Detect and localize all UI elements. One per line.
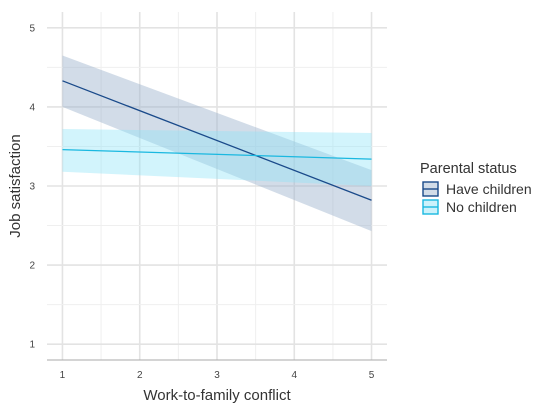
x-tick-label: 1 xyxy=(60,370,66,381)
x-tick-label: 4 xyxy=(291,370,297,381)
x-tick-label: 3 xyxy=(214,370,220,381)
confidence-bands xyxy=(62,55,372,232)
series-line-have-children xyxy=(62,80,372,201)
legend: Parental status Have children No children xyxy=(420,161,532,215)
x-axis-title: Work-to-family conflict xyxy=(143,387,291,404)
legend-title: Parental status xyxy=(420,161,517,177)
y-tick-label: 1 xyxy=(29,340,35,351)
legend-label: No children xyxy=(446,199,517,215)
x-tick-label: 2 xyxy=(137,370,143,381)
legend-items: Have children No children xyxy=(422,181,532,215)
regression-lines xyxy=(62,80,372,201)
x-tick-labels: 1 2 3 4 5 xyxy=(60,370,375,381)
y-axis-title: Job satisfaction xyxy=(7,134,24,237)
y-tick-labels: 1 2 3 4 5 xyxy=(29,23,35,350)
y-tick-label: 2 xyxy=(29,261,35,272)
legend-label: Have children xyxy=(446,181,532,197)
y-tick-label: 4 xyxy=(29,102,35,113)
y-tick-label: 5 xyxy=(29,23,35,34)
y-tick-label: 3 xyxy=(29,182,35,193)
ci-band-have-children xyxy=(62,55,372,232)
grid xyxy=(47,12,387,360)
ci-band-no-children xyxy=(62,129,372,186)
series-line-no-children xyxy=(62,148,372,160)
x-tick-label: 5 xyxy=(369,370,375,381)
